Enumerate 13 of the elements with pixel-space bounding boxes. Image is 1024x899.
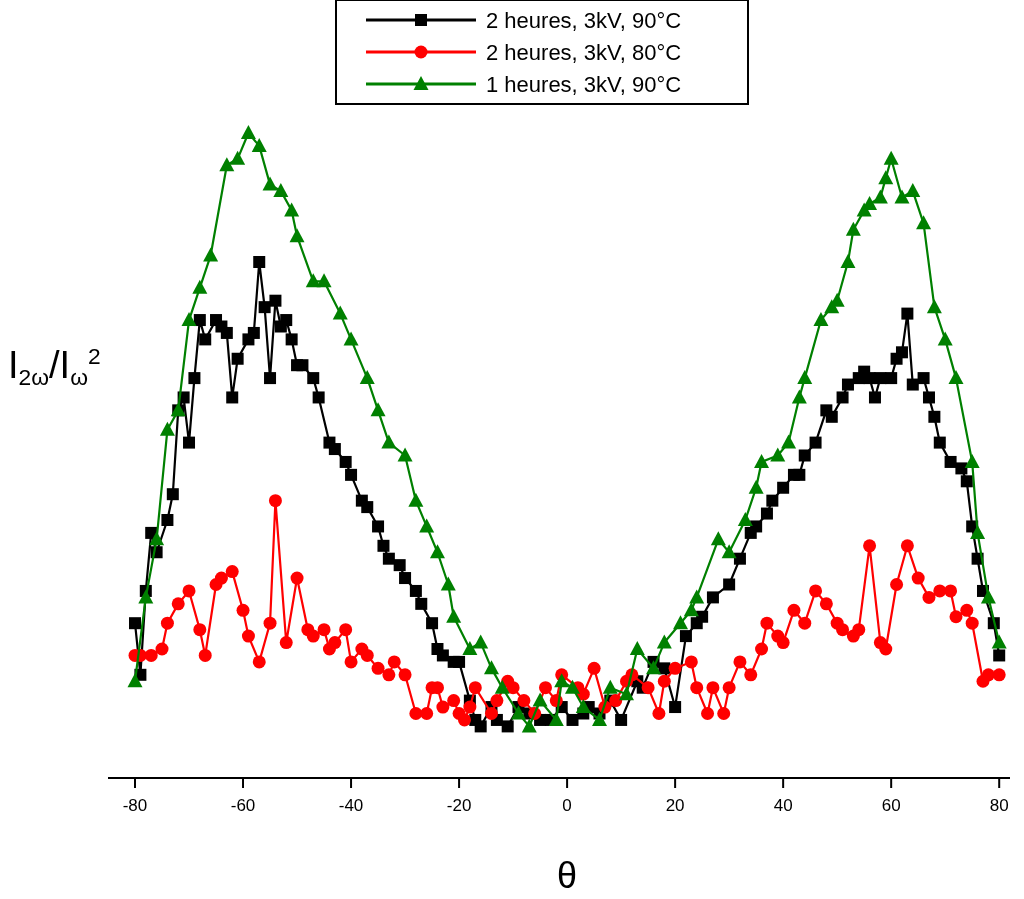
x-tick-label: 40 — [773, 796, 793, 815]
x-tick-label: 0 — [562, 796, 572, 815]
x-tick-label: -60 — [230, 796, 256, 815]
legend-label: 2 heures, 3kV, 80°C — [486, 40, 682, 65]
legend-label: 1 heures, 3kV, 90°C — [486, 72, 682, 97]
x-tick-label: -40 — [338, 796, 364, 815]
legend-label: 2 heures, 3kV, 90°C — [486, 8, 682, 33]
x-tick-label: 20 — [665, 796, 685, 815]
x-tick-label: 60 — [881, 796, 901, 815]
x-tick-label: -20 — [446, 796, 472, 815]
x-axis-title: θ — [557, 855, 578, 896]
x-tick-label: -80 — [122, 796, 148, 815]
x-tick-label: 80 — [989, 796, 1009, 815]
